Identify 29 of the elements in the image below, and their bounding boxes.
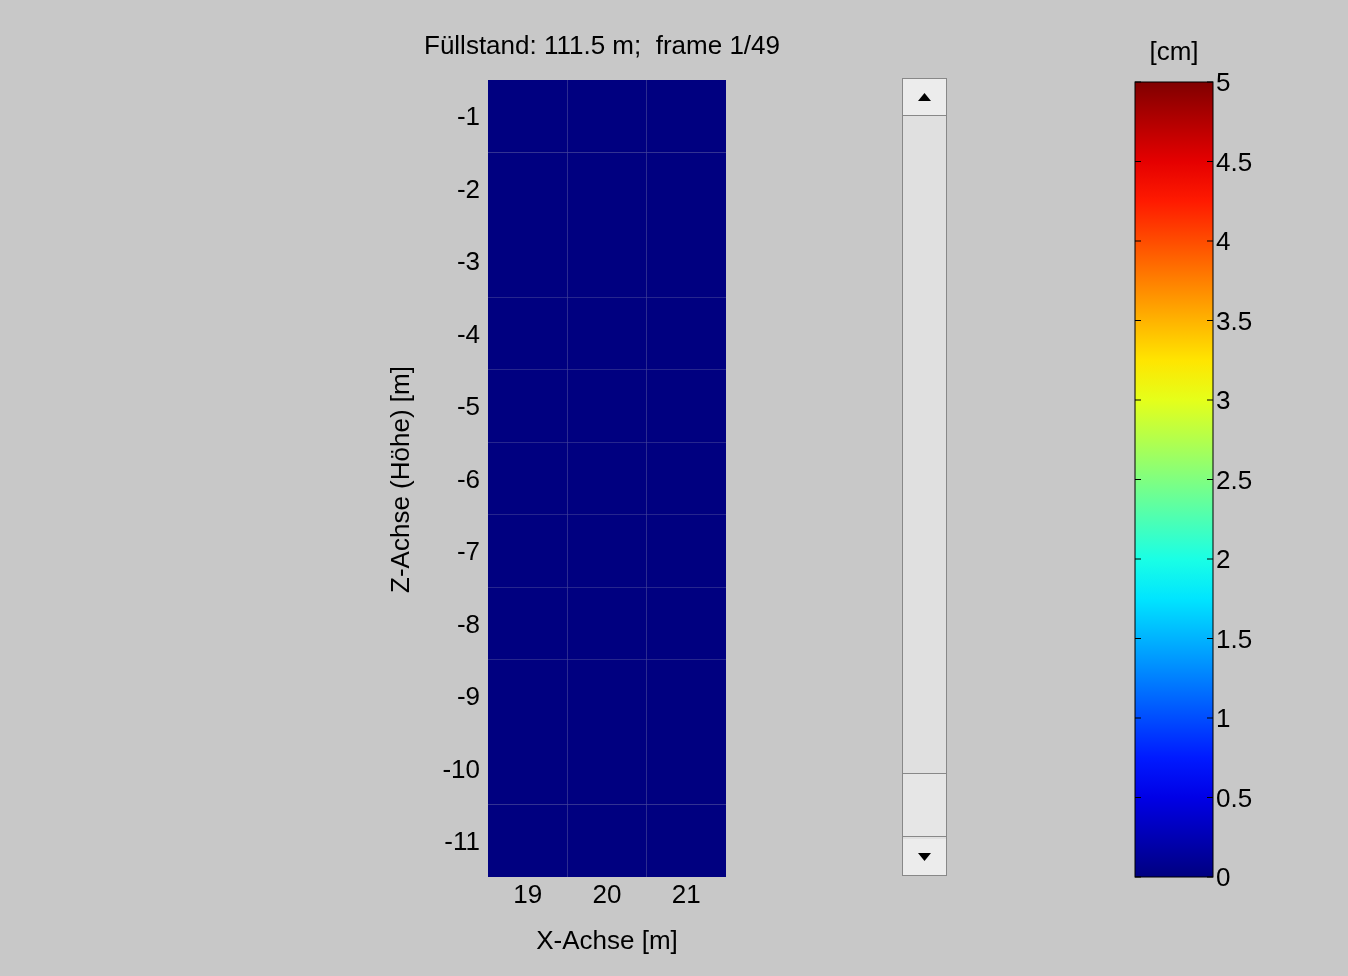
- y-tick-label: -6: [456, 463, 480, 494]
- y-tick-label: -8: [456, 608, 480, 639]
- color-bar-label: 1.5: [1216, 623, 1253, 654]
- color-bar-label: 1: [1216, 703, 1231, 733]
- x-tick-label: 19: [513, 879, 543, 910]
- color-bar-label: 4: [1216, 226, 1231, 256]
- y-tick-label: -7: [456, 536, 480, 567]
- y-tick-label: -5: [456, 391, 480, 422]
- y-tick-label: -2: [456, 173, 480, 204]
- y-tick-label: -3: [456, 246, 480, 277]
- color-bar-label: 3: [1216, 385, 1231, 415]
- y-axis-title: Z-Achse (Höhe) [m]: [384, 365, 416, 595]
- y-tick-label: -4: [456, 318, 480, 349]
- y-tick-label: -1: [456, 101, 480, 132]
- color-bar-label: 3.5: [1216, 305, 1253, 336]
- color-bar-label: 0.5: [1216, 782, 1253, 813]
- color-bar-label: 2: [1216, 544, 1231, 574]
- x-tick-label: 21: [671, 879, 701, 910]
- color-bar-title: [cm]: [1149, 36, 1199, 66]
- x-axis-title: X-Achse [m]: [536, 925, 678, 955]
- color-bar-label: 4.5: [1216, 146, 1253, 177]
- color-bar-label: 2.5: [1216, 464, 1253, 495]
- chart-title: Füllstand: 111.5 m; frame 1/49: [423, 30, 781, 61]
- y-tick-label: -9: [456, 681, 480, 712]
- y-tick-label: -10: [442, 753, 480, 784]
- color-bar-label: 5: [1216, 67, 1231, 97]
- x-tick-label: 20: [592, 879, 622, 910]
- color-bar-label: 0: [1216, 862, 1231, 892]
- y-tick-label: -11: [444, 826, 480, 856]
